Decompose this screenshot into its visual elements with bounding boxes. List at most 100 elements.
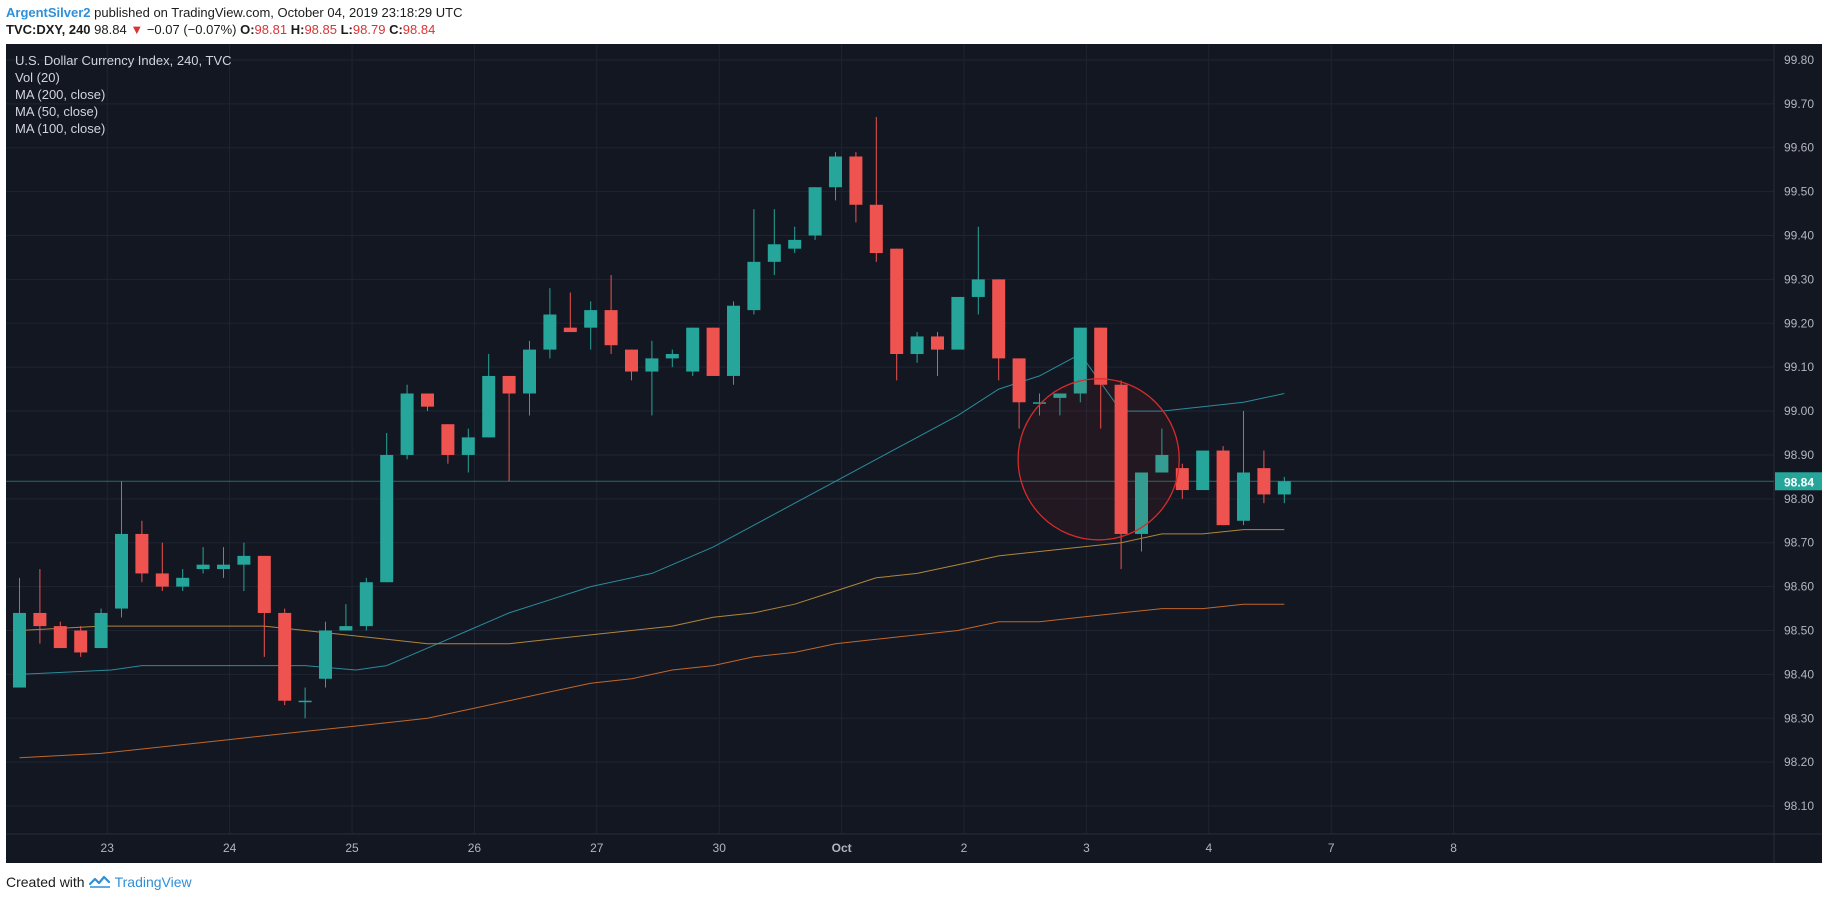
low-label: L: — [340, 22, 353, 37]
tradingview-link[interactable]: TradingView — [114, 874, 192, 890]
candle-body — [604, 310, 618, 346]
candle-body — [808, 187, 822, 236]
candle-body — [441, 424, 455, 455]
open-label: O: — [240, 22, 255, 37]
legend-vol[interactable]: Vol (20) — [15, 70, 60, 85]
legend-ma200[interactable]: MA (200, close) — [15, 87, 106, 102]
price-tick-label: 98.20 — [1784, 755, 1814, 769]
candle-body — [971, 279, 985, 297]
time-tick-label: 4 — [1205, 841, 1212, 855]
candle-body — [115, 533, 128, 609]
candle-body — [869, 204, 883, 254]
candle-body — [584, 310, 598, 328]
price-tick-label: 98.40 — [1784, 667, 1814, 681]
candle-body — [727, 305, 740, 376]
candle-body — [237, 555, 251, 565]
publisher-link[interactable]: ArgentSilver2 — [6, 5, 91, 20]
price-tick-label: 98.80 — [1784, 492, 1814, 506]
footer: Created with TradingView — [6, 872, 192, 892]
candle-body — [523, 349, 536, 394]
candle-body — [482, 375, 496, 438]
candle-body — [563, 327, 577, 333]
time-tick-label: 3 — [1083, 841, 1090, 855]
time-tick-label: 7 — [1328, 841, 1335, 855]
legend-title[interactable]: U.S. Dollar Currency Index, 240, TVC — [15, 53, 232, 68]
candle-body — [1094, 327, 1108, 385]
candle-body — [461, 437, 475, 455]
candle-body — [1053, 393, 1067, 398]
publish-line: ArgentSilver2 published on TradingView.c… — [6, 4, 1822, 21]
candle-body — [1277, 481, 1291, 495]
candle-body — [1196, 450, 1210, 491]
candle-body — [400, 393, 414, 455]
price-tick-label: 98.90 — [1784, 448, 1814, 462]
low-value: 98.79 — [352, 22, 386, 37]
created-with-text: Created with — [6, 874, 85, 890]
candle-body — [910, 336, 924, 354]
candle-body — [155, 573, 169, 587]
candle-body — [176, 577, 190, 587]
annotation-circle — [1017, 378, 1180, 541]
price-tick-label: 98.10 — [1784, 799, 1814, 813]
candle-body — [278, 612, 292, 701]
price-tick-label: 98.30 — [1784, 711, 1814, 725]
price-chart[interactable]: 99.80 99.70 99.60 99.50 99.40 99.30 99.20 99.10… — [6, 44, 1822, 863]
legend-ma100[interactable]: MA (100, close) — [15, 121, 106, 136]
candle-body — [1257, 468, 1271, 495]
price-tick-label: 99.60 — [1784, 141, 1814, 155]
time-tick-label: Oct — [832, 841, 852, 855]
candle-body — [1073, 327, 1087, 394]
indicator-legend: U.S. Dollar Currency Index, 240, TVC Vol… — [15, 52, 232, 137]
candle-body — [849, 156, 863, 205]
candle-body — [74, 630, 88, 653]
ohlc-line: TVC:DXY, 240 98.84 ▼ −0.07 (−0.07%) O:98… — [6, 21, 1822, 38]
legend-ma50[interactable]: MA (50, close) — [15, 104, 99, 119]
chart-area[interactable]: 99.80 99.70 99.60 99.50 99.40 99.30 99.20 99.10… — [6, 44, 1822, 863]
time-tick-label: 27 — [590, 841, 604, 855]
candle-body — [1216, 450, 1230, 526]
candle-body — [931, 336, 944, 350]
candle-body — [421, 393, 434, 407]
candle-body — [319, 630, 332, 679]
time-tick-label: 26 — [468, 841, 482, 855]
candle-body — [298, 700, 312, 703]
candle-body — [502, 375, 516, 394]
high-value: 98.85 — [304, 22, 337, 37]
last-price-badge-label: 98.84 — [1784, 475, 1814, 489]
candle-body — [686, 327, 700, 372]
candle-body — [13, 612, 26, 688]
candle-body — [359, 582, 373, 627]
high-label: H: — [290, 22, 305, 37]
candle-body — [135, 533, 149, 574]
candle-body — [94, 612, 108, 649]
price-tick-label: 98.60 — [1784, 580, 1814, 594]
price-tick-label: 99.30 — [1784, 272, 1814, 286]
candle-body — [380, 454, 394, 583]
candle-body — [257, 555, 271, 613]
candle-body — [543, 314, 557, 350]
candle-body — [1012, 358, 1026, 403]
moving-average-line — [19, 529, 1285, 645]
open-value: 98.81 — [254, 22, 288, 37]
close-label: C: — [389, 22, 403, 37]
candle-body — [747, 261, 761, 311]
candle-body — [665, 354, 679, 359]
time-tick-label: 30 — [713, 841, 727, 855]
price-tick-label: 99.40 — [1784, 229, 1814, 243]
candle-body — [706, 327, 720, 376]
price-tick-label: 98.70 — [1784, 536, 1814, 550]
time-tick-label: 24 — [223, 841, 237, 855]
last-price-badge — [1775, 472, 1822, 491]
price-tick-label: 99.80 — [1784, 53, 1814, 67]
candle-body — [1155, 454, 1169, 473]
published-text: published on TradingView.com, October 04… — [94, 5, 463, 20]
candle-body — [1175, 468, 1189, 491]
change-value: −0.07 (−0.07%) — [146, 22, 237, 37]
price-tick-label: 98.50 — [1784, 624, 1814, 638]
candle-body — [829, 156, 842, 188]
candle-body — [33, 612, 47, 627]
last-price: 98.84 — [94, 22, 127, 37]
candle-body — [1114, 384, 1128, 534]
candle-body — [625, 349, 638, 372]
candle-body — [992, 279, 1006, 359]
